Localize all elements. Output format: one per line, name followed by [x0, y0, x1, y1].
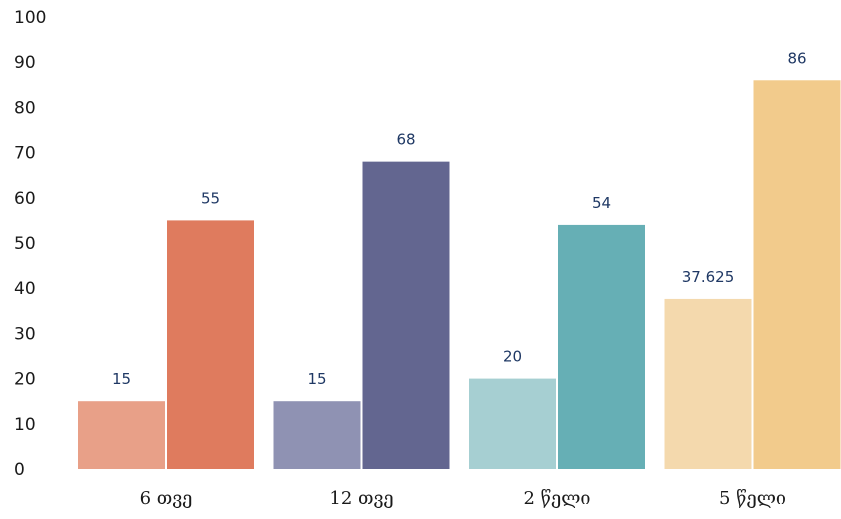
y-tick-label: 70 [14, 144, 36, 164]
bar-2-4 [753, 80, 841, 469]
bar-1-3 [469, 378, 556, 469]
data-label: 15 [307, 370, 326, 388]
x-tick-label: 6 თვე [140, 488, 193, 509]
x-axis: 6 თვე 12 თვე 2 წელი 5 წელი [140, 488, 786, 509]
y-tick-label: 100 [14, 8, 46, 28]
bar-1-1 [78, 401, 165, 469]
data-label: 20 [503, 348, 522, 366]
bar-2-3 [558, 224, 645, 469]
data-label: 15 [112, 370, 131, 388]
y-tick-label: 10 [14, 415, 36, 435]
x-tick-label: 5 წელი [719, 488, 786, 509]
y-tick-label: 50 [14, 234, 36, 254]
y-tick-label: 80 [14, 98, 36, 118]
y-tick-label: 20 [14, 370, 36, 390]
y-tick-label: 90 [14, 53, 36, 73]
x-tick-label: 12 თვე [329, 488, 393, 509]
y-axis: 0 10 20 30 40 50 60 70 80 90 100 [14, 8, 46, 480]
data-label: 37.625 [682, 268, 735, 286]
bar-1-2 [273, 401, 361, 469]
data-label: 86 [787, 49, 806, 67]
bar-1-4 [664, 298, 752, 469]
data-label: 55 [201, 189, 220, 207]
data-labels: 15 55 15 68 20 54 37.625 86 [112, 49, 807, 388]
data-label: 54 [592, 194, 611, 212]
y-tick-label: 30 [14, 324, 36, 344]
bar-2-1 [167, 220, 254, 469]
data-label: 68 [396, 131, 415, 149]
y-tick-label: 0 [14, 460, 25, 480]
y-tick-label: 40 [14, 279, 36, 299]
bar-2-2 [362, 161, 450, 469]
bars [78, 80, 841, 469]
x-tick-label: 2 წელი [523, 488, 590, 509]
y-tick-label: 60 [14, 189, 36, 209]
